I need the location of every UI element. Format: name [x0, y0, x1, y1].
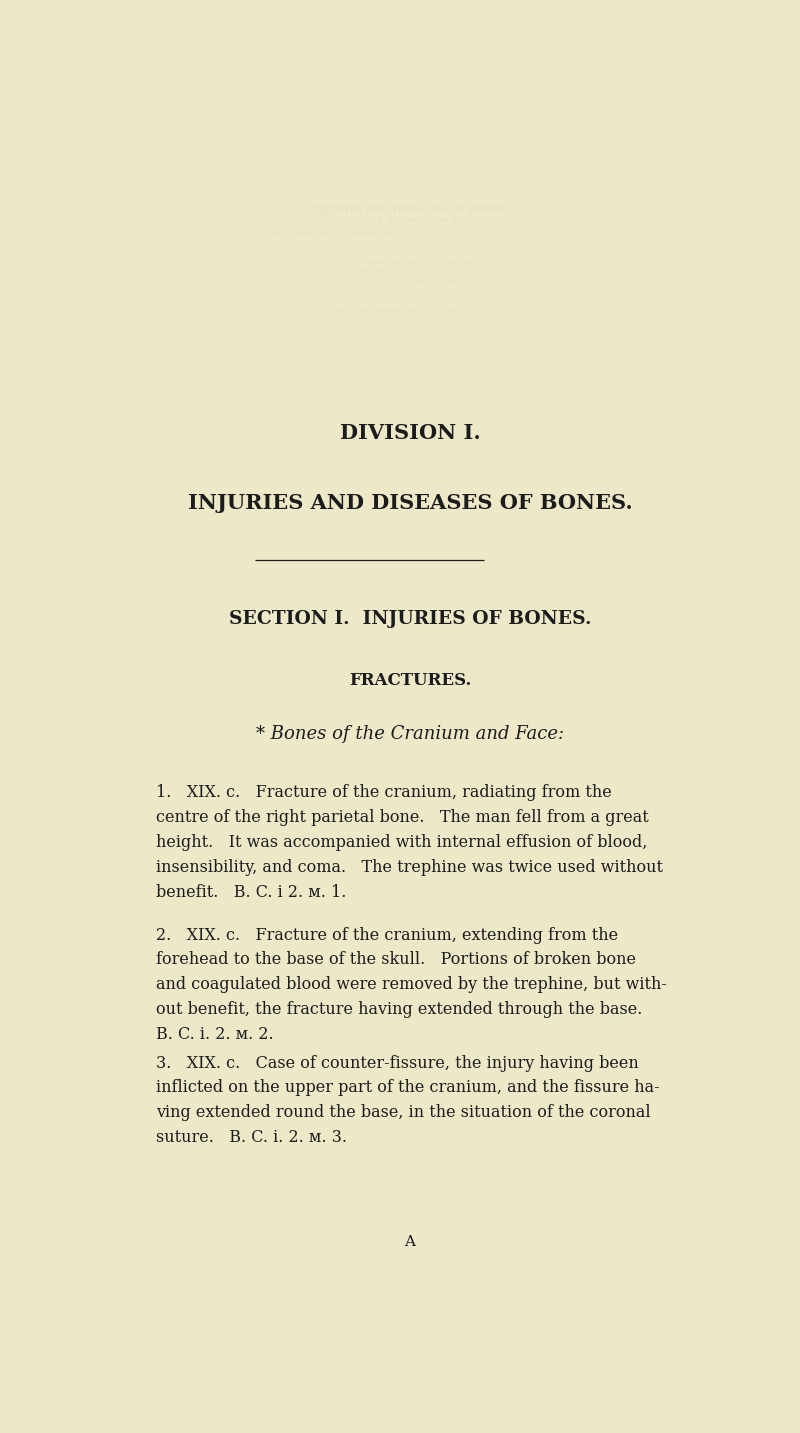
- Text: faded reverse side page text line: faded reverse side page text line: [316, 248, 442, 257]
- Text: FRACTURES.: FRACTURES.: [349, 672, 471, 689]
- Text: faint bleed through text line here: faint bleed through text line here: [346, 315, 474, 324]
- Text: 1.   XIX. c.   Fracture of the cranium, radiating from the
centre of the right p: 1. XIX. c. Fracture of the cranium, radi…: [156, 784, 662, 900]
- Text: 3.   XIX. c.   Case of counter-fissure, the injury having been
inflicted on the : 3. XIX. c. Case of counter-fissure, the …: [156, 1055, 659, 1146]
- Text: text from back of page bleed: text from back of page bleed: [336, 268, 446, 275]
- Text: additional bleed through text: additional bleed through text: [366, 258, 478, 267]
- Text: INJURIES AND DISEASES OF BONES.: INJURIES AND DISEASES OF BONES.: [188, 493, 632, 513]
- Text: more bleed through text visible here: more bleed through text visible here: [371, 238, 511, 246]
- Text: A: A: [405, 1235, 415, 1250]
- Text: some faint text from reverse side: some faint text from reverse side: [272, 229, 399, 236]
- Text: DIVISION I.: DIVISION I.: [340, 424, 480, 443]
- Text: SECTION I.  INJURIES OF BONES.: SECTION I. INJURIES OF BONES.: [229, 610, 591, 628]
- Text: more text showing through page: more text showing through page: [335, 305, 460, 314]
- Text: * Bones of the Cranium and Face:: * Bones of the Cranium and Face:: [256, 725, 564, 742]
- Text: SECTION I.  INJURIES OF BONES.: SECTION I. INJURIES OF BONES.: [334, 216, 486, 225]
- Text: reverse page text showing through: reverse page text showing through: [306, 287, 440, 295]
- Text: INJURIES AND DISEASES OF BONES.: INJURIES AND DISEASES OF BONES.: [313, 206, 507, 215]
- Text: bleed through text faint: bleed through text faint: [383, 297, 474, 305]
- Text: faint line text bleed through: faint line text bleed through: [356, 277, 464, 285]
- Text: 2.   XIX. c.   Fracture of the cranium, extending from the
forehead to the base : 2. XIX. c. Fracture of the cranium, exte…: [156, 927, 666, 1043]
